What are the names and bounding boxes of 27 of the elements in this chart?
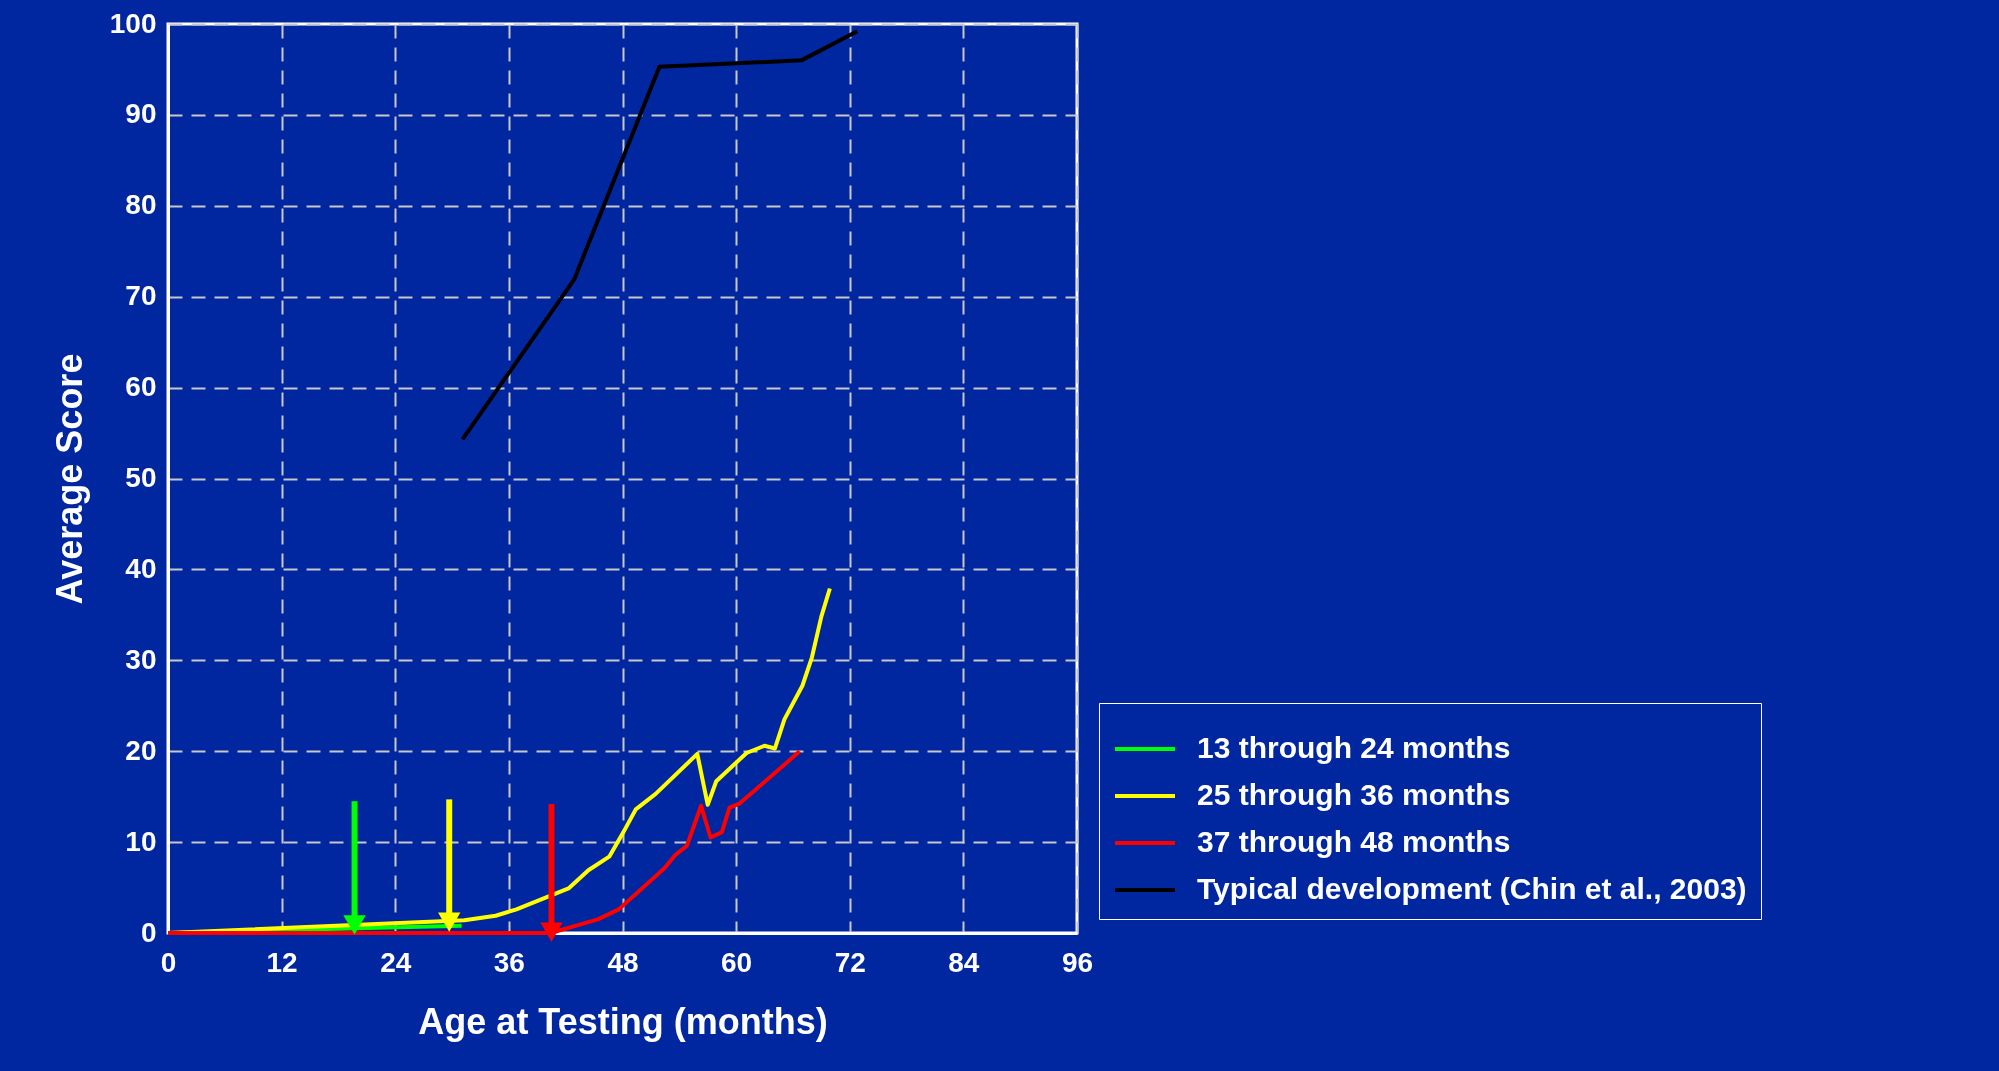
y-tick-label: 0 [140,916,157,948]
legend-label: 25 through 36 months [1197,778,1511,811]
line-series [460,29,860,442]
x-tick-label: 24 [380,946,412,978]
y-tick-label: 100 [109,7,157,39]
y-tick-label: 30 [125,643,157,675]
x-axis-title: Age at Testing (months) [418,1000,828,1042]
x-tick-label: 36 [493,946,525,978]
y-tick-label: 50 [125,462,157,493]
legend-label: 37 through 48 months [1197,825,1511,858]
x-tick-label: 12 [266,946,298,978]
x-tick-label: 60 [721,946,753,978]
x-tick-label: 96 [1061,946,1094,978]
x-tick-label: 48 [607,946,639,978]
y-tick-label: 70 [125,280,157,312]
y-tick-label: 10 [125,825,157,857]
legend-label: Typical development (Chin et al., 2003) [1197,872,1747,905]
y-tick-label: 90 [125,98,157,130]
x-tick-label: 0 [160,946,177,978]
y-tick-label: 20 [125,734,157,766]
x-tick-label: 72 [834,946,866,978]
y-tick-label: 40 [125,552,157,584]
legend-label: 13 through 24 months [1197,731,1511,764]
y-tick-label: 80 [125,189,157,221]
x-tick-label: 84 [948,946,980,978]
y-tick-label: 60 [125,371,157,403]
y-axis-title: Average Score [48,353,90,605]
